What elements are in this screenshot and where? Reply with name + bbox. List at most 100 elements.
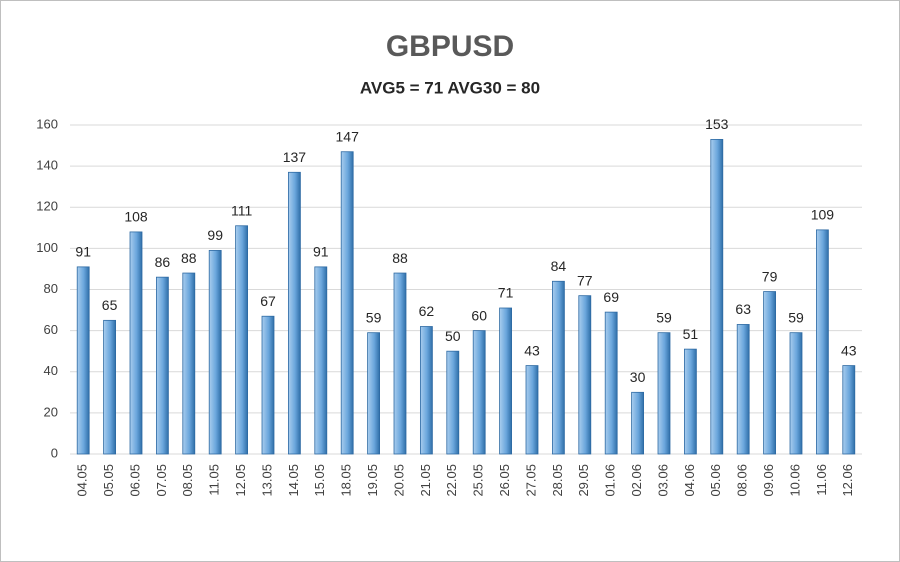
data-label: 50 — [445, 328, 461, 344]
data-label: 137 — [283, 149, 307, 165]
bar — [129, 231, 143, 455]
chart-title: GBPUSD — [386, 30, 514, 63]
x-tick-label: 01.06 — [603, 464, 618, 497]
data-label: 147 — [336, 128, 360, 144]
x-tick-label: 28.05 — [550, 464, 565, 497]
x-tick-label: 22.05 — [444, 464, 459, 497]
bar — [393, 272, 407, 455]
data-label: 91 — [75, 244, 91, 260]
y-tick-label: 60 — [44, 322, 58, 337]
bar — [763, 291, 776, 455]
x-tick-label: 11.05 — [207, 464, 222, 496]
data-label: 51 — [683, 326, 699, 342]
y-tick-label: 80 — [44, 281, 58, 296]
bar — [499, 307, 513, 455]
data-label: 59 — [656, 309, 672, 325]
data-label: 84 — [551, 258, 567, 274]
bar — [261, 315, 275, 455]
x-tick-label: 21.05 — [418, 464, 433, 497]
bar — [604, 311, 618, 455]
data-label: 111 — [231, 202, 252, 218]
bar — [367, 332, 381, 455]
data-label: 91 — [313, 244, 329, 260]
bar — [287, 171, 301, 455]
data-label: 71 — [498, 285, 514, 301]
x-tick-label: 27.05 — [523, 464, 538, 497]
x-tick-label: 04.06 — [682, 464, 697, 497]
data-label: 63 — [735, 301, 751, 317]
x-tick-label: 07.05 — [154, 464, 169, 497]
x-tick-label: 05.05 — [101, 464, 116, 497]
bar — [103, 319, 116, 455]
bar — [419, 326, 433, 455]
x-tick-label: 06.05 — [127, 464, 142, 497]
x-tick-label: 29.05 — [576, 464, 591, 497]
bar — [816, 229, 829, 455]
x-tick-label: 14.05 — [286, 464, 301, 497]
y-tick-label: 160 — [36, 116, 58, 131]
x-tick-label: 09.06 — [761, 464, 776, 497]
data-label: 79 — [762, 268, 778, 284]
bar — [314, 266, 328, 455]
y-tick-label: 100 — [36, 240, 58, 255]
data-label: 86 — [155, 254, 171, 270]
bar — [472, 330, 486, 455]
bar — [155, 276, 169, 455]
x-tick-label: 25.05 — [471, 464, 486, 497]
bar — [552, 280, 565, 455]
x-tick-label: 08.06 — [735, 464, 750, 497]
bar — [736, 324, 750, 455]
bar — [842, 365, 856, 455]
bar — [657, 332, 671, 455]
y-tick-label: 140 — [36, 158, 58, 173]
x-tick-label: 10.06 — [787, 464, 802, 497]
x-tick-label: 08.05 — [180, 464, 195, 497]
bar — [76, 266, 90, 455]
data-label: 60 — [471, 307, 487, 323]
data-label: 108 — [124, 209, 148, 225]
data-label: 99 — [207, 227, 223, 243]
data-label: 153 — [705, 116, 729, 132]
data-label: 77 — [577, 272, 593, 288]
bar — [182, 272, 196, 455]
y-tick-label: 0 — [51, 445, 58, 460]
x-tick-label: 05.06 — [708, 464, 723, 497]
bar — [789, 332, 803, 455]
bar — [340, 151, 354, 455]
data-label: 43 — [841, 342, 857, 358]
data-label: 30 — [630, 369, 646, 385]
x-tick-label: 20.05 — [391, 464, 406, 497]
bar — [684, 348, 697, 455]
x-tick-label: 18.05 — [339, 464, 354, 497]
x-tick-label: 12.06 — [840, 464, 855, 497]
data-label: 65 — [102, 297, 118, 313]
x-tick-label: 19.05 — [365, 464, 380, 497]
data-label: 59 — [366, 309, 382, 325]
data-label: 88 — [181, 250, 197, 266]
data-label: 43 — [524, 342, 540, 358]
bar — [710, 138, 724, 455]
bar — [631, 391, 644, 455]
bar — [446, 350, 460, 455]
data-label: 67 — [260, 293, 276, 309]
y-tick-label: 20 — [44, 404, 58, 419]
x-tick-label: 26.05 — [497, 464, 512, 497]
y-tick-label: 40 — [44, 363, 58, 378]
bar — [208, 250, 222, 455]
x-tick-label: 04.05 — [75, 464, 90, 497]
x-tick-label: 11.06 — [814, 464, 829, 496]
x-tick-label: 03.06 — [655, 464, 670, 497]
y-tick-label: 120 — [36, 199, 58, 214]
bar — [235, 225, 249, 455]
bar — [578, 295, 592, 455]
data-label: 109 — [811, 207, 835, 223]
chart-subtitle: AVG5 = 71 AVG30 = 80 — [360, 78, 540, 97]
data-label: 62 — [419, 303, 435, 319]
data-label: 88 — [392, 250, 408, 266]
data-label: 69 — [603, 289, 619, 305]
x-tick-label: 15.05 — [312, 464, 327, 497]
x-tick-label: 12.05 — [233, 464, 248, 497]
x-tick-label: 02.06 — [629, 464, 644, 497]
